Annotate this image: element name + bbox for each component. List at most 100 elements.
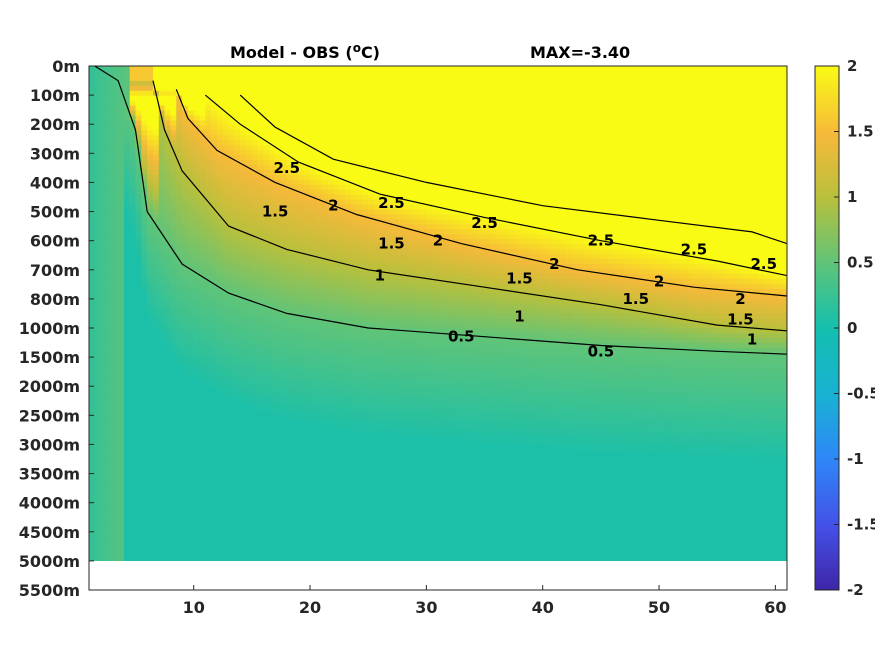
field-cell	[327, 353, 334, 359]
field-cell	[100, 456, 108, 463]
field-cell	[315, 105, 323, 112]
field-cell	[310, 397, 317, 404]
field-cell	[292, 367, 299, 374]
field-cell	[123, 397, 131, 404]
field-cell	[234, 536, 241, 542]
field-cell	[118, 501, 125, 508]
field-cell	[280, 155, 288, 161]
field-cell	[211, 303, 218, 310]
field-cell	[193, 486, 201, 493]
field-cell	[368, 392, 375, 399]
field-cell	[310, 105, 317, 112]
field-cell	[304, 521, 311, 527]
field-cell	[112, 224, 119, 230]
field-cell	[327, 402, 334, 409]
field-cell	[123, 239, 131, 245]
field-cell	[280, 239, 288, 245]
field-cell	[234, 169, 241, 176]
field-cell	[310, 447, 317, 453]
field-cell	[112, 461, 119, 468]
field-cell	[280, 194, 288, 201]
field-cell	[222, 476, 230, 483]
field-cell	[246, 110, 253, 117]
field-cell	[315, 75, 323, 82]
field-cell	[350, 422, 358, 428]
field-cell	[356, 145, 363, 151]
field-cell	[100, 293, 108, 300]
field-cell	[199, 184, 206, 191]
field-cell	[106, 298, 113, 305]
field-cell	[158, 437, 166, 443]
field-cell	[216, 412, 224, 418]
field-cell	[234, 427, 241, 433]
field-cell	[123, 189, 131, 196]
field-cell	[240, 80, 247, 87]
field-cell	[193, 417, 201, 423]
field-cell	[298, 293, 305, 300]
field-cell	[234, 189, 241, 196]
field-cell	[118, 531, 125, 537]
field-cell	[147, 531, 154, 537]
field-cell	[94, 546, 102, 552]
field-cell	[182, 199, 189, 206]
field-cell	[327, 555, 334, 561]
field-cell	[170, 80, 177, 87]
field-cell	[292, 283, 299, 290]
field-cell	[286, 263, 294, 270]
field-cell	[280, 278, 288, 285]
field-cell	[135, 100, 142, 107]
field-cell	[211, 452, 218, 458]
field-cell	[199, 169, 206, 176]
field-cell	[350, 288, 358, 295]
field-cell	[123, 521, 131, 527]
field-cell	[286, 407, 294, 414]
field-cell	[170, 278, 177, 285]
field-cell	[315, 456, 323, 463]
field-cell	[187, 298, 195, 305]
field-cell	[286, 164, 294, 171]
field-cell	[123, 293, 131, 300]
field-cell	[216, 397, 224, 404]
field-cell	[275, 70, 282, 77]
field-cell	[170, 259, 177, 265]
field-cell	[321, 481, 329, 488]
field-cell	[362, 407, 369, 414]
field-cell	[199, 491, 206, 498]
field-cell	[176, 174, 183, 181]
field-cell	[350, 397, 358, 404]
field-cell	[164, 466, 172, 473]
field-cell	[89, 259, 96, 265]
field-cell	[234, 140, 241, 146]
field-cell	[269, 164, 276, 171]
field-cell	[292, 194, 299, 201]
field-cell	[374, 422, 381, 428]
field-cell	[240, 278, 247, 285]
field-cell	[362, 75, 369, 82]
field-cell	[368, 85, 375, 92]
field-cell	[158, 367, 166, 374]
field-cell	[356, 224, 363, 230]
field-cell	[292, 357, 299, 364]
field-cell	[339, 179, 346, 186]
field-cell	[374, 174, 381, 181]
field-cell	[193, 105, 201, 112]
field-cell	[94, 66, 102, 72]
field-cell	[118, 70, 125, 77]
field-cell	[368, 432, 375, 438]
field-cell	[123, 372, 131, 379]
field-cell	[182, 541, 189, 547]
field-cell	[327, 382, 334, 389]
field-cell	[356, 80, 363, 87]
field-cell	[129, 85, 137, 92]
field-cell	[152, 254, 160, 260]
field-cell	[211, 160, 218, 166]
field-cell	[118, 224, 125, 230]
field-cell	[118, 447, 125, 453]
field-cell	[222, 452, 230, 458]
field-cell	[356, 367, 363, 374]
field-cell	[234, 263, 241, 270]
field-cell	[170, 110, 177, 117]
field-cell	[118, 367, 125, 374]
field-cell	[315, 397, 323, 404]
field-cell	[327, 372, 334, 379]
